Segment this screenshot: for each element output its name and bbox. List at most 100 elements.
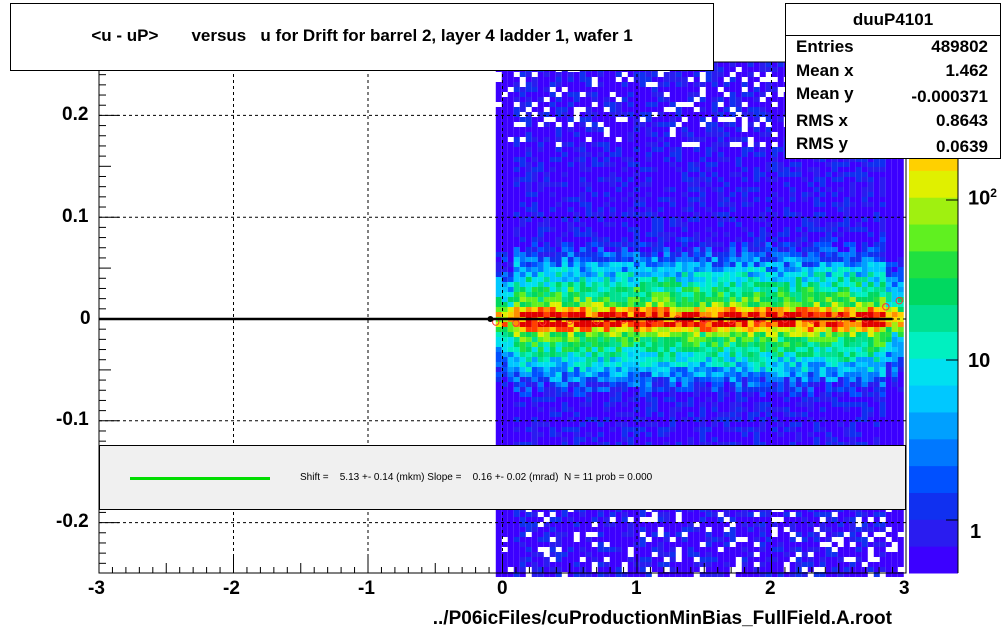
heatmap-cell <box>813 212 820 217</box>
heatmap-cell <box>765 337 772 342</box>
heatmap-cell <box>549 237 556 242</box>
heatmap-cell <box>531 377 538 382</box>
heatmap-cell <box>645 312 652 317</box>
heatmap-cell <box>555 82 562 87</box>
heatmap-cell <box>729 207 736 212</box>
heatmap-cell <box>669 252 676 257</box>
heatmap-cell <box>843 232 850 237</box>
heatmap-cell <box>813 367 820 372</box>
heatmap-cell <box>681 362 688 367</box>
heatmap-cell <box>765 152 772 157</box>
heatmap-cell <box>627 222 634 227</box>
heatmap-cell <box>849 402 856 407</box>
heatmap-cell <box>585 82 592 87</box>
heatmap-cell <box>705 222 712 227</box>
heatmap-cell <box>663 392 670 397</box>
heatmap-cell <box>639 277 646 282</box>
heatmap-cell <box>741 147 748 152</box>
heatmap-cell <box>873 437 880 442</box>
heatmap-cell <box>879 307 886 312</box>
heatmap-cell <box>495 312 502 317</box>
heatmap-cell <box>741 287 748 292</box>
heatmap-cell <box>771 307 778 312</box>
heatmap-cell <box>849 337 856 342</box>
heatmap-cell <box>771 337 778 342</box>
heatmap-cell <box>837 247 844 252</box>
heatmap-cell <box>609 267 616 272</box>
heatmap-cell <box>723 167 730 172</box>
heatmap-cell <box>867 217 874 222</box>
heatmap-cell <box>723 172 730 177</box>
heatmap-cell <box>735 342 742 347</box>
heatmap-cell <box>669 182 676 187</box>
heatmap-cell <box>693 392 700 397</box>
heatmap-cell <box>591 202 598 207</box>
heatmap-cell <box>873 197 880 202</box>
heatmap-cell <box>849 177 856 182</box>
heatmap-cell <box>663 287 670 292</box>
heatmap-cell <box>867 377 874 382</box>
heatmap-cell <box>759 392 766 397</box>
heatmap-cell <box>879 262 886 267</box>
heatmap-cell <box>669 397 676 402</box>
heatmap-cell <box>891 422 898 427</box>
heatmap-cell <box>663 422 670 427</box>
heatmap-cell <box>615 397 622 402</box>
heatmap-cell <box>741 172 748 177</box>
heatmap-cell <box>693 127 700 132</box>
heatmap-cell <box>597 132 604 137</box>
heatmap-cell <box>597 252 604 257</box>
heatmap-cell <box>855 182 862 187</box>
heatmap-cell <box>813 327 820 332</box>
heatmap-cell <box>567 362 574 367</box>
heatmap-cell <box>525 417 532 422</box>
heatmap-cell <box>543 132 550 137</box>
heatmap-cell <box>531 337 538 342</box>
heatmap-cell <box>729 362 736 367</box>
heatmap-cell <box>699 82 706 87</box>
heatmap-cell <box>537 352 544 357</box>
heatmap-cell <box>525 297 532 302</box>
heatmap-cell <box>771 342 778 347</box>
heatmap-cell <box>537 392 544 397</box>
heatmap-cell <box>711 267 718 272</box>
heatmap-cell <box>687 262 694 267</box>
heatmap-cell <box>873 302 880 307</box>
heatmap-cell <box>663 372 670 377</box>
heatmap-cell <box>597 397 604 402</box>
heatmap-cell <box>723 197 730 202</box>
heatmap-cell <box>495 257 502 262</box>
heatmap-cell <box>615 377 622 382</box>
heatmap-cell <box>675 332 682 337</box>
heatmap-cell <box>591 287 598 292</box>
heatmap-cell <box>711 382 718 387</box>
heatmap-cell <box>873 182 880 187</box>
heatmap-cell <box>849 267 856 272</box>
heatmap-cell <box>867 407 874 412</box>
heatmap-cell <box>813 247 820 252</box>
heatmap-cell <box>759 172 766 177</box>
heatmap-cell <box>741 162 748 167</box>
heatmap-cell <box>639 267 646 272</box>
heatmap-cell <box>771 157 778 162</box>
heatmap-cell <box>699 312 706 317</box>
heatmap-cell <box>759 357 766 362</box>
heatmap-cell <box>849 382 856 387</box>
heatmap-cell <box>651 72 658 77</box>
heatmap-cell <box>849 387 856 392</box>
heatmap-cell <box>561 132 568 137</box>
heatmap-cell <box>597 357 604 362</box>
heatmap-cell <box>693 87 700 92</box>
heatmap-cell <box>663 292 670 297</box>
heatmap-cell <box>519 372 526 377</box>
heatmap-cell <box>885 202 892 207</box>
heatmap-cell <box>627 182 634 187</box>
heatmap-cell <box>501 362 508 367</box>
heatmap-cell <box>711 422 718 427</box>
heatmap-cell <box>753 172 760 177</box>
heatmap-cell <box>849 167 856 172</box>
heatmap-cell <box>501 192 508 197</box>
heatmap-cell <box>687 247 694 252</box>
heatmap-cell <box>675 407 682 412</box>
heatmap-cell <box>567 177 574 182</box>
